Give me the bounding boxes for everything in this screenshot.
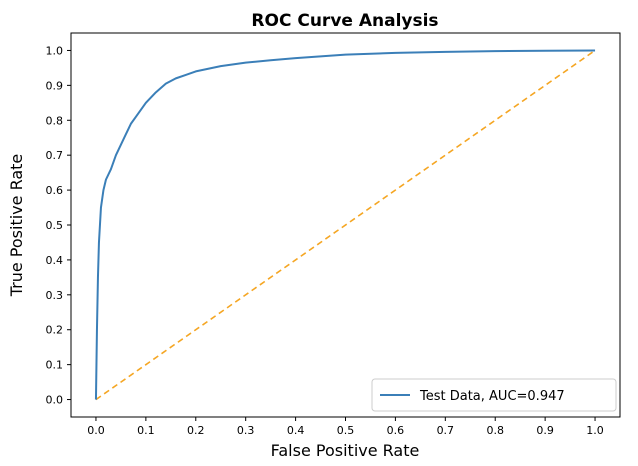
y-tick-label: 0.7 (46, 149, 64, 162)
y-tick-label: 0.2 (46, 324, 64, 337)
y-axis-label: True Positive Rate (7, 154, 26, 298)
x-tick-label: 0.3 (237, 424, 255, 437)
x-tick-label: 1.0 (586, 424, 604, 437)
x-tick-label: 0.7 (437, 424, 455, 437)
legend-label-test-data: Test Data, AUC=0.947 (419, 389, 565, 404)
x-axis-label: False Positive Rate (271, 441, 420, 460)
y-tick-label: 0.4 (46, 254, 64, 267)
x-tick-label: 0.9 (536, 424, 554, 437)
roc-curve-line (94, 49, 596, 400)
y-tick-label: 0.0 (46, 394, 64, 407)
y-tick-label: 0.8 (46, 114, 64, 127)
chance-diagonal-line (95, 49, 596, 401)
x-tick-label: 0.4 (287, 424, 305, 437)
legend: Test Data, AUC=0.947 (371, 378, 617, 412)
y-axis: 0.0 0.1 0.2 0.3 0.4 0.5 0.6 0.7 0.8 0.9 1.0 (46, 44, 71, 407)
y-tick-label: 0.1 (46, 359, 64, 372)
series-layer (94, 49, 596, 401)
x-tick-label: 0.1 (137, 424, 155, 437)
y-tick-label: 0.9 (46, 79, 64, 92)
y-tick-label: 0.5 (46, 219, 64, 232)
y-tick-label: 0.3 (46, 289, 64, 302)
x-tick-label: 0.6 (387, 424, 405, 437)
x-axis: 0.0 0.1 0.2 0.3 0.4 0.5 0.6 0.7 0.8 0.9 1.0 (87, 417, 604, 437)
legend-box (371, 378, 617, 412)
x-tick-label: 0.5 (337, 424, 355, 437)
chart-title: ROC Curve Analysis (251, 11, 438, 31)
y-tick-label: 0.6 (46, 184, 64, 197)
y-tick-label: 1.0 (46, 44, 64, 57)
x-tick-label: 0.2 (187, 424, 205, 437)
x-tick-label: 0.8 (486, 424, 504, 437)
x-tick-label: 0.0 (87, 424, 105, 437)
